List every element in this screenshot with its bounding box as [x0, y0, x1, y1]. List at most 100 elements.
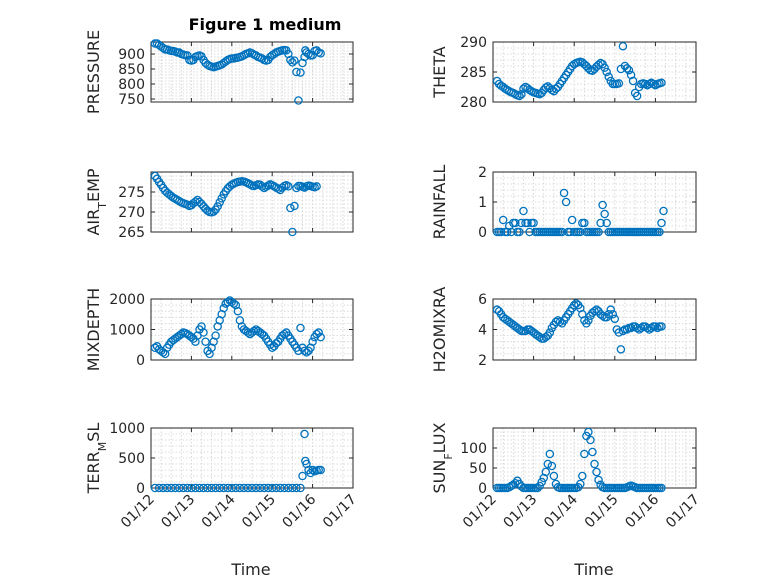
- axes-box: [150, 41, 354, 103]
- data-point: [294, 96, 303, 105]
- data-point: [533, 483, 542, 493]
- data-point: [517, 89, 526, 99]
- subplot-h2omixra: 2 4 6 H2OMIXRA: [430, 287, 697, 373]
- x-tick-label: 01/13: [501, 492, 541, 532]
- data-point: [551, 317, 561, 327]
- data-point: [496, 227, 506, 237]
- y-tick-label: 500: [118, 451, 145, 467]
- data-point: [233, 306, 243, 316]
- data-point: [545, 449, 555, 459]
- data-point: [535, 481, 544, 491]
- data-point: [632, 323, 642, 333]
- x-tick-label: 01/14: [199, 491, 239, 531]
- data-point: [549, 471, 559, 481]
- x-axis-label-left: Time: [230, 560, 270, 579]
- data-point: [219, 483, 228, 493]
- data-point: [529, 218, 538, 228]
- data-point: [594, 227, 603, 237]
- data-point: [517, 482, 526, 491]
- data-point: [657, 218, 666, 228]
- data-point: [235, 483, 245, 493]
- y-tick-label: 750: [118, 92, 145, 108]
- y-tick-label: 6: [478, 292, 487, 308]
- data-point: [537, 477, 546, 487]
- data-point: [154, 483, 164, 493]
- y-tick-label: 265: [118, 225, 145, 241]
- data-point: [229, 299, 239, 308]
- data-point: [201, 337, 210, 346]
- data-point: [521, 326, 530, 336]
- y-tick-label: 290: [460, 35, 487, 51]
- data-point: [211, 483, 220, 493]
- data-point: [227, 483, 237, 493]
- data-point: [300, 429, 309, 439]
- data-point: [651, 322, 660, 331]
- data-point: [271, 483, 281, 493]
- y-axis-label: SUNFLUX: [430, 422, 455, 493]
- data-point: [598, 311, 607, 321]
- data-point: [602, 67, 611, 77]
- data-point: [515, 325, 524, 334]
- data-point: [624, 65, 634, 75]
- data-point: [598, 200, 607, 210]
- data-point: [511, 218, 520, 228]
- y-axis-label: H2OMIXRA: [430, 287, 449, 373]
- data-point: [653, 323, 662, 333]
- data-point: [657, 78, 666, 88]
- data-point: [596, 218, 605, 228]
- data-point: [541, 467, 551, 477]
- x-tick-label: 01/13: [158, 492, 198, 532]
- data-point: [594, 475, 603, 485]
- data-point: [257, 182, 267, 191]
- axes-box: [150, 171, 354, 233]
- data-point: [177, 329, 186, 339]
- data-point: [166, 483, 176, 493]
- y-axis-label: PRESSURE: [84, 30, 103, 114]
- data-point: [507, 227, 516, 237]
- y-tick-label: 1000: [109, 323, 145, 339]
- data-point: [259, 483, 269, 493]
- data-point: [567, 215, 577, 225]
- data-point: [195, 483, 204, 493]
- x-axis-label-right: Time: [573, 560, 613, 579]
- data-point: [608, 309, 618, 319]
- data-point: [292, 183, 301, 193]
- data-point: [543, 459, 553, 469]
- data-point: [604, 72, 613, 82]
- data-point: [618, 41, 628, 51]
- data-point: [170, 483, 180, 493]
- y-tick-label: 280: [460, 95, 487, 111]
- data-point: [203, 483, 212, 493]
- data-point: [316, 49, 325, 58]
- data-point: [207, 483, 216, 493]
- data-point: [217, 194, 226, 203]
- y-tick-label: 800: [118, 77, 145, 93]
- data-point: [251, 483, 261, 493]
- data-point: [561, 197, 571, 207]
- data-point: [255, 483, 265, 493]
- data-point: [158, 483, 168, 493]
- data-point: [162, 483, 172, 493]
- y-axis-label: RAINFALL: [430, 165, 449, 240]
- y-tick-label: 2: [478, 165, 487, 181]
- data-point: [578, 471, 587, 481]
- data-point: [219, 303, 228, 313]
- y-tick-label: 850: [118, 62, 145, 78]
- data-point: [657, 322, 666, 331]
- data-point: [659, 206, 668, 216]
- data-point: [286, 203, 295, 213]
- y-tick-label: 1: [478, 195, 487, 211]
- data-point: [267, 483, 277, 493]
- data-point: [249, 326, 259, 336]
- data-point: [555, 317, 565, 327]
- data-point: [604, 309, 613, 319]
- data-point: [636, 323, 646, 333]
- data-point: [290, 201, 299, 211]
- data-point: [223, 297, 233, 307]
- x-tick-label: 01/12: [118, 492, 158, 532]
- data-point: [243, 328, 253, 337]
- data-point: [626, 323, 636, 333]
- data-point: [614, 79, 624, 88]
- data-point: [314, 328, 323, 337]
- y-tick-label: 0: [136, 481, 145, 497]
